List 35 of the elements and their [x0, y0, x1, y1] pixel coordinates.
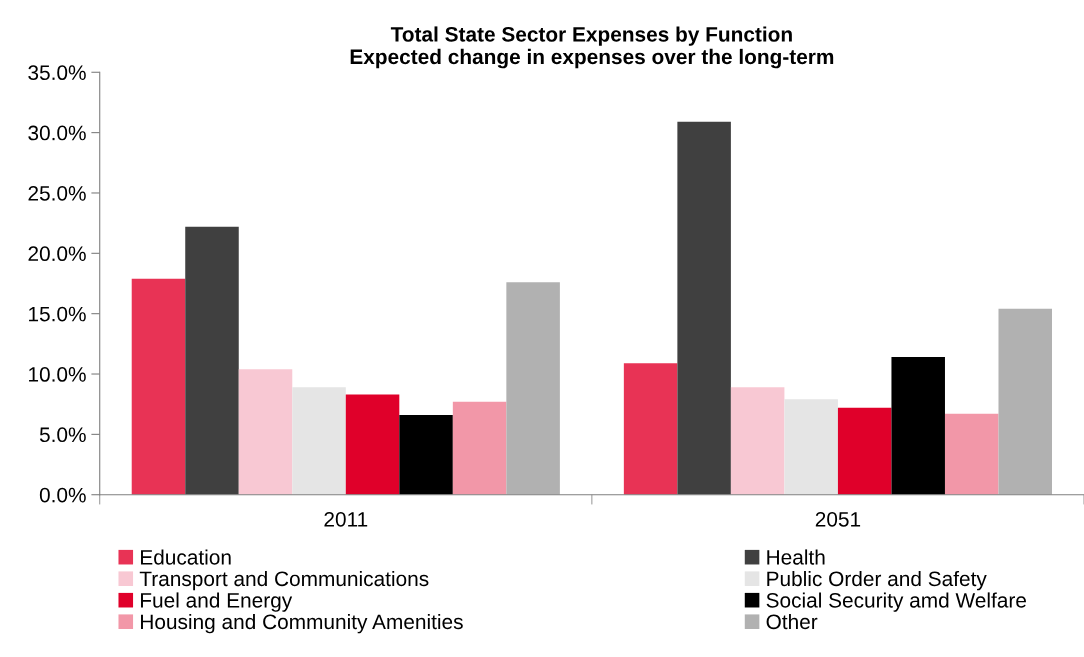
x-tick-label: 2051	[815, 511, 861, 527]
legend-label: Social Security amd Welfare	[766, 592, 1026, 612]
legend-label: Fuel and Energy	[141, 592, 293, 612]
bar	[452, 401, 507, 495]
bar	[185, 226, 239, 495]
legend-label: Other	[766, 613, 818, 630]
bar	[891, 357, 945, 495]
bar	[837, 407, 892, 495]
legend-label: Housing and Community Amenities	[141, 613, 463, 634]
y-tick-label: 10.0%	[29, 367, 86, 382]
x-tick-label: 2011	[324, 511, 368, 527]
y-tick-label: 30.0%	[28, 125, 86, 141]
y-tick-label: 5.0%	[39, 427, 86, 443]
bar	[677, 121, 731, 495]
bar	[998, 308, 1053, 495]
legend-label: Health	[767, 549, 825, 565]
bar	[506, 282, 560, 495]
bar	[345, 394, 400, 495]
bar	[131, 278, 186, 495]
y-tick-label: 20.0%	[28, 246, 86, 262]
legend-label: Public Order and Safety	[767, 570, 987, 591]
bar	[784, 399, 838, 495]
y-tick-label: 0.0%	[39, 487, 86, 503]
legend-label: Education	[141, 549, 231, 565]
y-tick-label: 25.0%	[28, 185, 86, 201]
legend-label: Transport and Communications	[139, 570, 429, 591]
bar	[238, 369, 293, 495]
y-tick-label: 35.0%	[28, 65, 86, 81]
bar	[399, 415, 453, 495]
bar	[730, 387, 785, 495]
chart-title: Total State Sector Expenses by Function Expected change in expenses over the long-term	[350, 26, 834, 69]
bar	[292, 387, 346, 495]
y-tick-label: 15.0%	[29, 306, 86, 322]
bar	[623, 363, 678, 495]
bar	[944, 413, 999, 495]
